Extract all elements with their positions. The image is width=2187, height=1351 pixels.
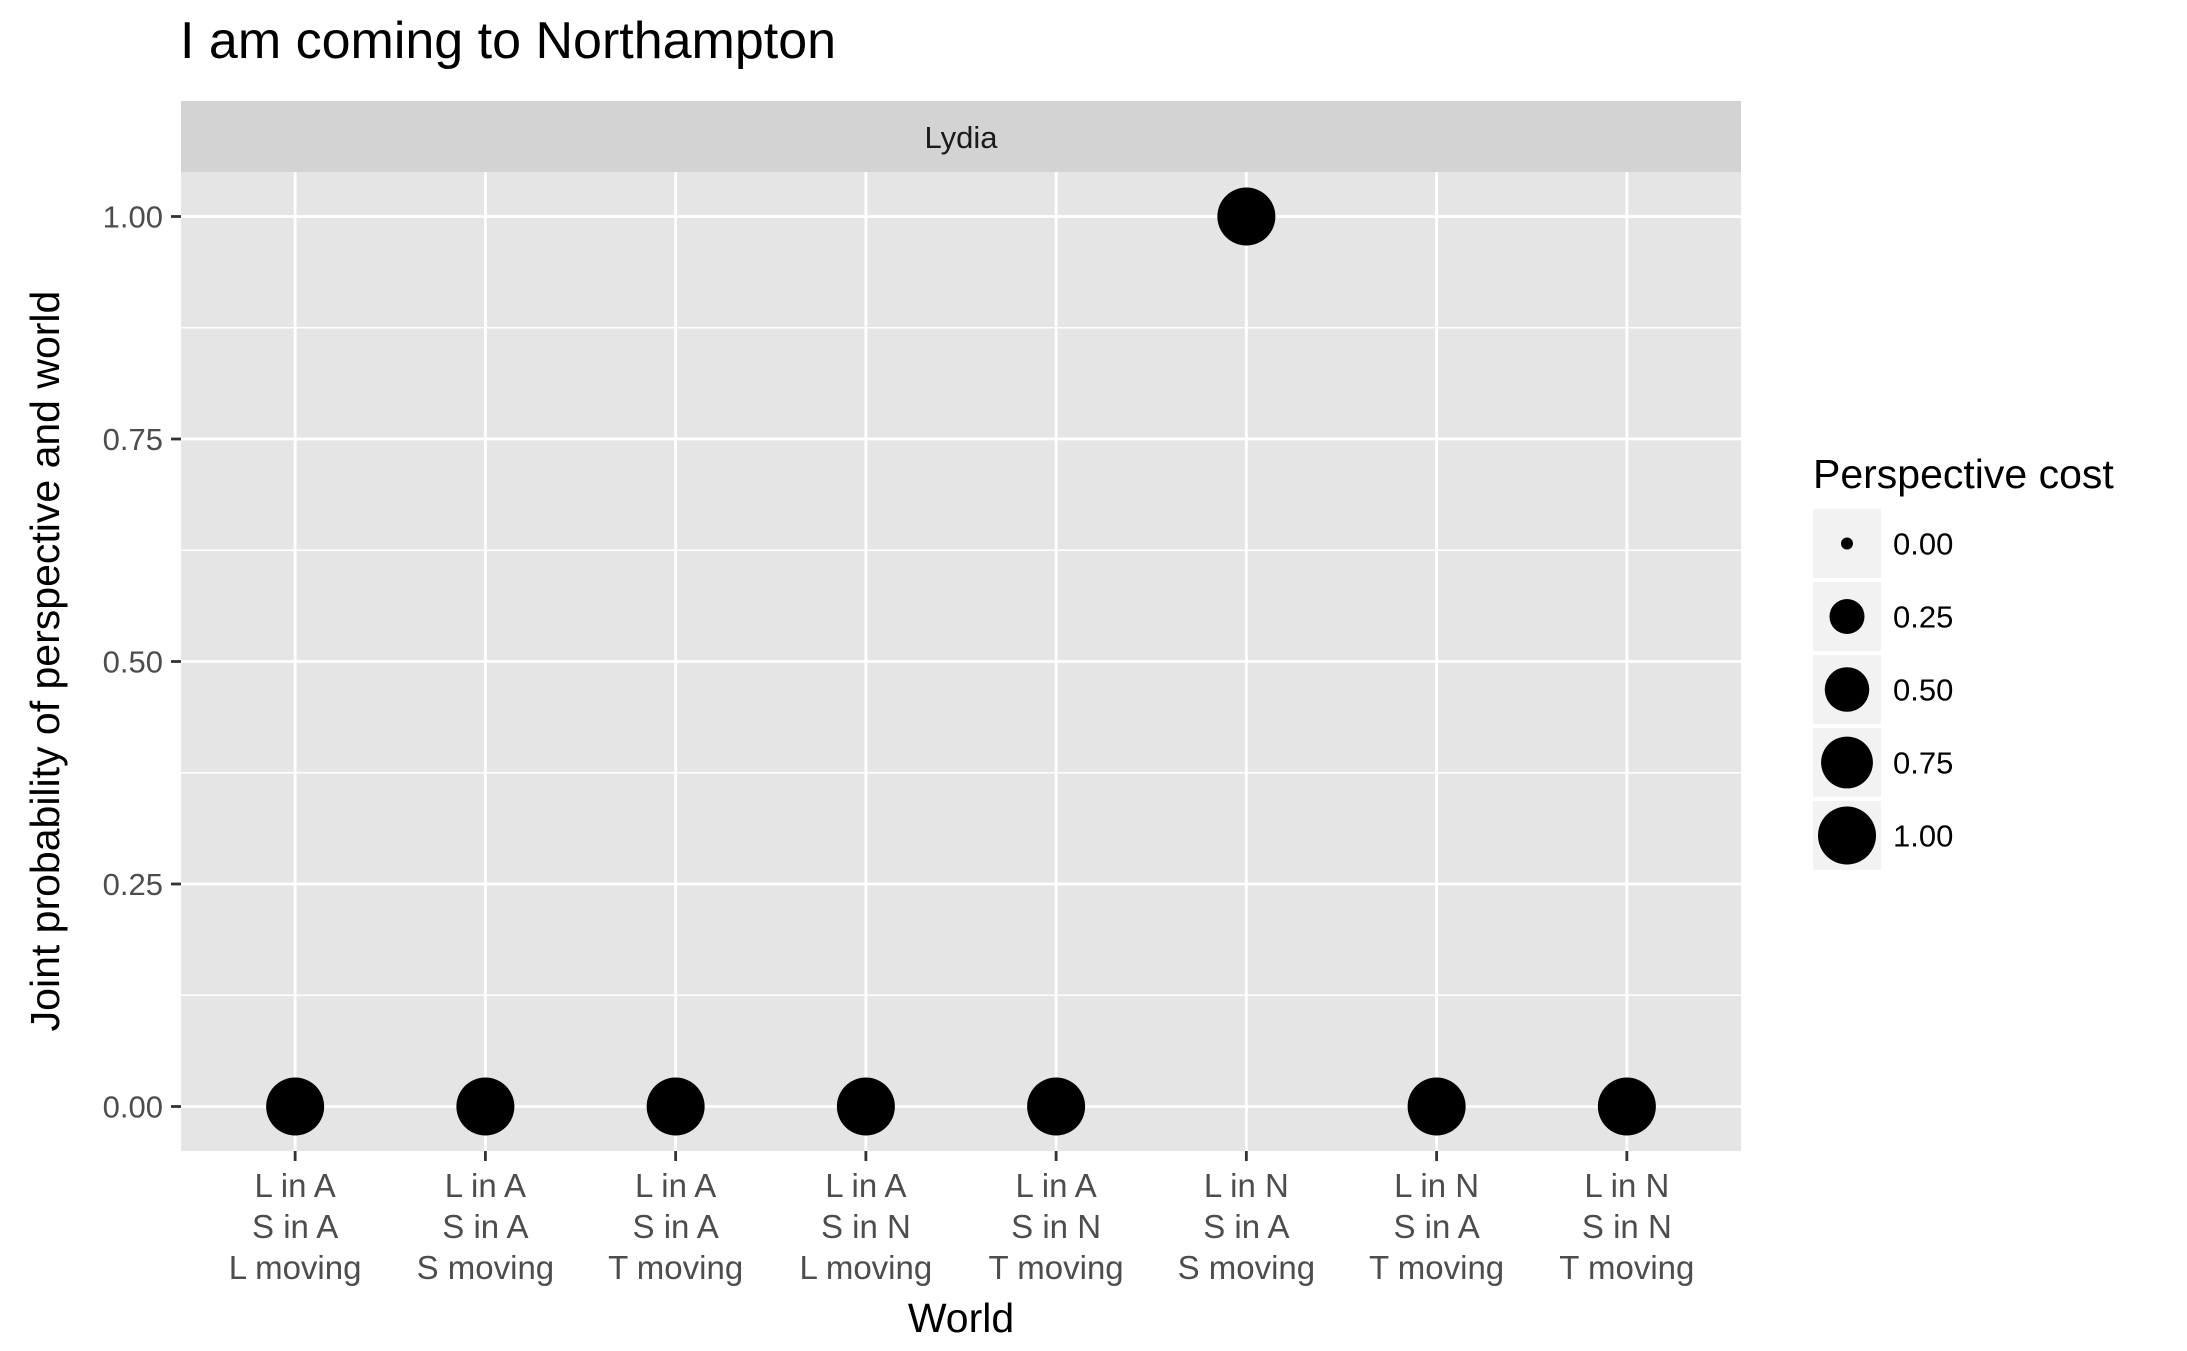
grid (181, 172, 1741, 1151)
legend-item-label: 0.50 (1893, 673, 1953, 708)
data-point (1217, 187, 1276, 246)
facet-strip (181, 101, 1741, 172)
chart-title: I am coming to Northampton (180, 12, 836, 70)
data-point (266, 1077, 325, 1136)
legend-item-label: 0.75 (1893, 746, 1953, 781)
y-tick-label: 0.25 (103, 867, 163, 902)
facet-label: Lydia (925, 120, 999, 155)
data-point (646, 1077, 705, 1136)
legend-key-point (1824, 667, 1870, 712)
y-tick-label: 0.00 (103, 1090, 163, 1125)
data-point (1597, 1077, 1656, 1136)
data-point (1027, 1077, 1086, 1136)
data-points (266, 187, 1656, 1136)
legend-key-point (1829, 599, 1865, 634)
legend-key-point (1841, 537, 1853, 550)
y-tick-label: 0.50 (103, 645, 163, 680)
legend-key-point (1821, 736, 1873, 789)
legend-key-point (1818, 806, 1876, 865)
legend-item-label: 1.00 (1893, 819, 1953, 854)
legend: Perspective cost 0.00 0.25 0.50 0.75 1.00 (1813, 451, 2114, 870)
y-axis-title: Joint probability of perspective and wor… (22, 291, 68, 1032)
legend-item-label: 0.00 (1893, 527, 1953, 562)
legend-title: Perspective cost (1813, 451, 2114, 497)
x-axis-title: World (908, 1295, 1014, 1341)
data-point (1407, 1077, 1466, 1136)
data-point (456, 1077, 515, 1136)
y-axis: 0.00 0.25 0.50 0.75 1.00 (103, 200, 181, 1125)
y-tick-label: 1.00 (103, 200, 163, 235)
data-point (836, 1077, 895, 1136)
legend-item-label: 0.25 (1893, 600, 1953, 635)
y-tick-label: 0.75 (103, 422, 163, 457)
